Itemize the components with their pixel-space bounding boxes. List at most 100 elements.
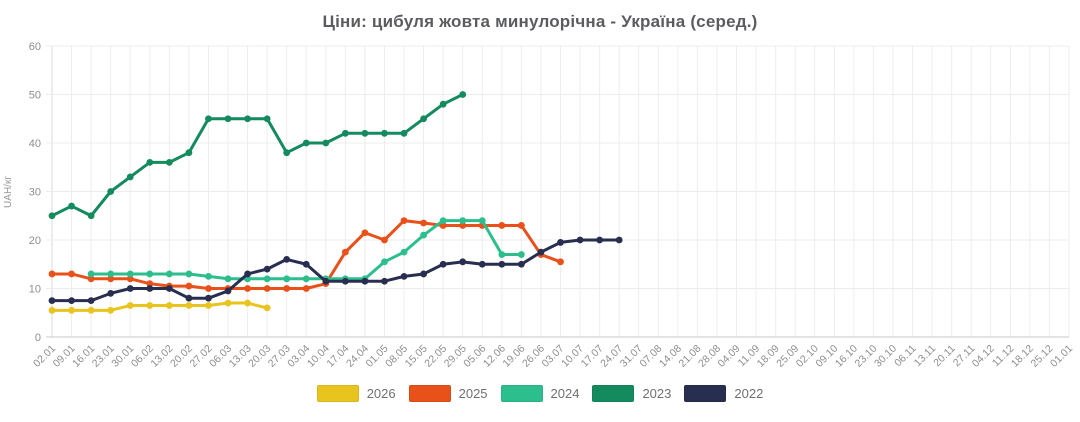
series-2023-point [400, 129, 408, 137]
legend-swatch-2025 [408, 385, 451, 402]
price-chart: 02.0109.0116.0123.0130.0106.0213.0220.02… [3, 41, 1075, 370]
legend-label-2023: 2023 [642, 386, 672, 401]
series-layer [48, 91, 623, 314]
series-2025-point [517, 222, 525, 229]
series-2023-point [185, 149, 193, 157]
legend-label-2022: 2022 [734, 386, 764, 401]
series-2026-point [205, 302, 212, 309]
series-2023-point [302, 139, 310, 147]
x-tick-label: 20.11 [931, 343, 958, 370]
series-2026-point [146, 302, 154, 309]
series-2024-point [283, 275, 291, 283]
y-tick-label: 50 [29, 90, 41, 102]
series-2025-point [420, 219, 427, 227]
series-2022-point [478, 260, 486, 268]
series-2023-point [68, 202, 75, 210]
series-2023-point [146, 159, 154, 166]
series-2023-point [126, 173, 134, 181]
series-2023-point [165, 159, 173, 166]
series-2025-point [185, 282, 193, 290]
series-2025-point [439, 222, 447, 229]
series-2023-point [322, 139, 330, 147]
series-2024-point [420, 231, 427, 239]
legend-item-2022[interactable]: 2022 [684, 385, 763, 402]
series-2022-point [381, 277, 388, 285]
x-tick-label: 13.11 [912, 343, 939, 370]
series-2022-point [439, 260, 447, 268]
series-2026-point [263, 304, 271, 312]
series-2025-point [498, 222, 506, 229]
series-2022-point [185, 294, 193, 302]
series-2026-point [165, 302, 173, 309]
series-2025-point [68, 270, 75, 278]
series-2023-point [244, 115, 251, 123]
y-tick-label: 60 [29, 41, 41, 53]
series-2024-point [224, 275, 232, 283]
y-tick-label: 10 [29, 284, 41, 296]
series-2022-point [420, 270, 427, 278]
legend-swatch-2023 [592, 385, 635, 402]
x-tick-label: 06.11 [892, 343, 919, 370]
series-2025-point [205, 285, 212, 292]
y-tick-label: 0 [35, 332, 41, 344]
legend-label-2025: 2025 [458, 386, 488, 401]
series-2026-point [224, 299, 232, 307]
series-2026-point [244, 299, 251, 307]
y-tick-label: 20 [29, 235, 41, 247]
series-2024-point [439, 217, 447, 225]
series-2023-point [205, 115, 212, 123]
axis-labels: 02.0109.0116.0123.0130.0106.0213.0220.02… [29, 41, 1075, 370]
series-2022-point [341, 277, 349, 285]
series-2023-point [361, 129, 369, 137]
series-2025-point [361, 229, 369, 237]
series-2022-point [361, 277, 369, 285]
legend-swatch-2026 [316, 385, 359, 402]
series-2025-point [283, 285, 291, 292]
series-2026-point [87, 306, 95, 314]
series-2022-point [576, 236, 584, 244]
series-2024-point [498, 251, 506, 258]
series-2022-point [68, 297, 75, 305]
chart-title: Ціни: цибуля жовта минулорічна - Україна… [322, 12, 758, 31]
legend-item-2025[interactable]: 2025 [408, 385, 488, 402]
series-2026-point [68, 306, 75, 314]
series-2022-point [205, 294, 212, 302]
chart-legend: 2026 2025 2024 2023 2022 [0, 385, 1080, 402]
series-2024-point [126, 270, 134, 278]
series-2023-point [48, 212, 56, 220]
legend-swatch-2024 [500, 385, 543, 402]
series-2023-point [459, 91, 467, 98]
y-tick-label: 30 [29, 187, 41, 199]
series-2025-point [263, 285, 271, 292]
series-2022-point [224, 287, 232, 295]
series-2024-point [517, 251, 525, 258]
series-2025-point [557, 258, 564, 266]
series-2025-point [107, 275, 115, 283]
series-2024-point [107, 270, 115, 278]
series-2024-point [381, 258, 388, 266]
series-2022-point [283, 256, 291, 263]
series-2022-point [557, 239, 564, 246]
series-2022-point [322, 277, 330, 285]
x-tick-label: 30.10 [872, 343, 899, 370]
series-2025-point [459, 222, 467, 229]
legend-swatch-2022 [684, 385, 727, 402]
series-2024-point [302, 275, 310, 283]
series-2023-point [439, 100, 447, 108]
legend-item-2026[interactable]: 2026 [316, 385, 396, 402]
series-2022-point [596, 236, 604, 244]
series-2024-point [146, 270, 154, 278]
legend-item-2023[interactable]: 2023 [592, 385, 671, 402]
series-2024-point [205, 272, 212, 280]
series-2022-point [165, 285, 173, 292]
series-2023-point [341, 129, 349, 137]
series-2023-point [263, 115, 271, 123]
series-2022-point [498, 260, 506, 268]
series-2023-point [283, 149, 291, 157]
legend-item-2024[interactable]: 2024 [500, 385, 579, 402]
series-2026-point [126, 302, 134, 309]
series-2022-point [517, 260, 525, 268]
series-2022-point [537, 248, 545, 256]
series-2025-point [48, 270, 56, 278]
